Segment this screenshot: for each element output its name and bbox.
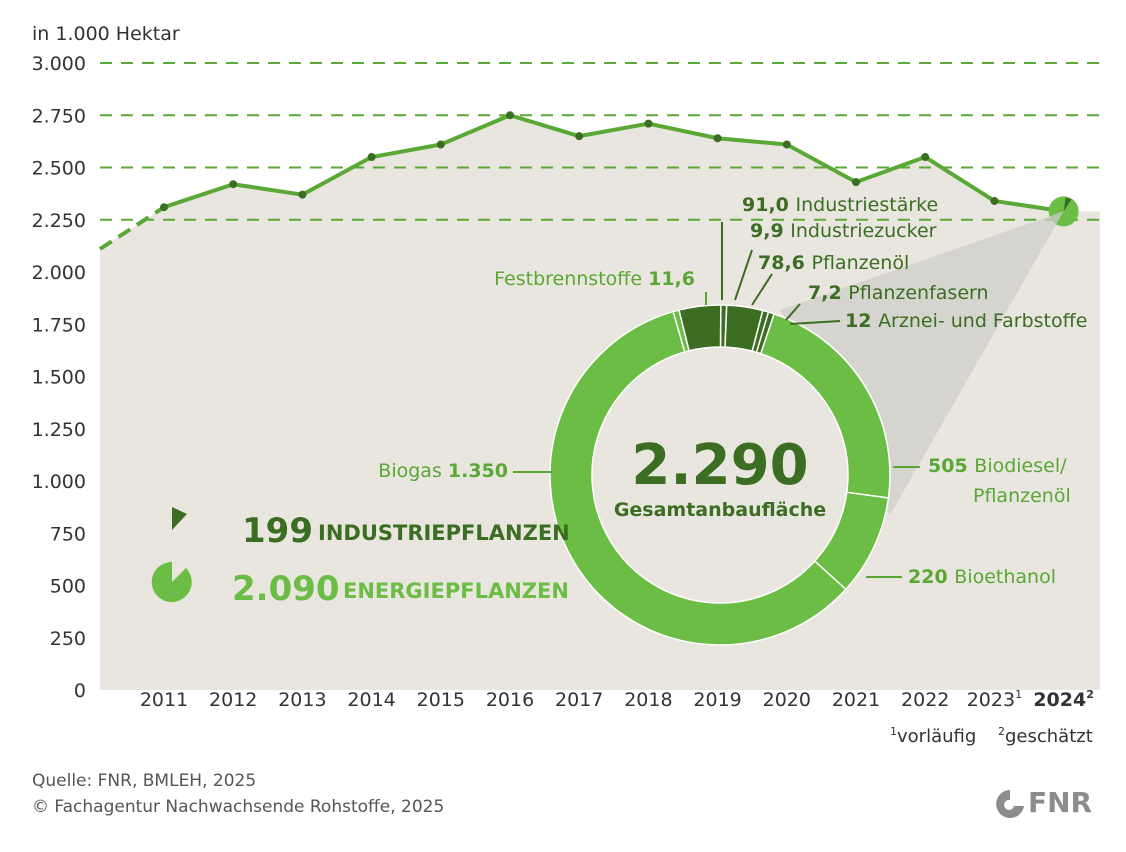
fnr-logo: FNR (996, 786, 1092, 819)
footnotes: 1vorläufig 2geschätzt (890, 725, 1093, 747)
energie-pie-icon (151, 561, 192, 602)
y-axis-unit-label: in 1.000 Hektar (32, 23, 180, 45)
x-tick-label: 2022 (901, 689, 949, 711)
footnote-2: 2geschätzt (998, 725, 1093, 747)
copyright-line: © Fachagentur Nachwachsende Rohstoffe, 2… (32, 797, 444, 817)
data-point (367, 153, 376, 162)
x-tick-label: 2020 (763, 689, 811, 711)
x-tick-label: 2021 (832, 689, 880, 711)
data-point-2024-wedge (1063, 197, 1072, 212)
source-line: Quelle: FNR, BMLEH, 2025 (32, 771, 256, 791)
y-tick-label: 2.000 (32, 262, 86, 284)
fnr-logo-text: FNR (1028, 786, 1092, 819)
leader-line (789, 320, 841, 325)
legend: 199 INDUSTRIEPFLANZEN 2.090 ENERGIEPFLAN… (151, 507, 570, 609)
footnote-2-mark: 2 (998, 725, 1005, 738)
donut-chart (549, 304, 891, 646)
y-tick-label: 1.250 (32, 419, 86, 441)
x-tick-label: 2014 (347, 689, 395, 711)
data-point (852, 178, 860, 187)
data-point (506, 111, 514, 120)
legend-industrie-value: 199 (242, 511, 313, 551)
data-point (713, 134, 722, 143)
donut-labels: 91,0 Industriestärke 9,9 Industriezucker 7… (378, 194, 1087, 588)
x-tick-label: 2017 (555, 689, 603, 711)
donut-slice (549, 310, 847, 646)
y-axis-ticks: 0 250 500 750 1.000 1.250 1.500 1.750 2.000 2.250… (32, 53, 86, 702)
data-point (644, 119, 653, 128)
x-tick-label: 20242 (1033, 688, 1094, 711)
x-tick-label: 2013 (278, 689, 326, 711)
y-tick-label: 0 (74, 680, 86, 702)
y-tick-label: 1.750 (32, 314, 86, 336)
data-point (990, 196, 999, 205)
slice-label: 91,0 Industriestärke (742, 194, 938, 216)
data-point (229, 180, 238, 189)
data-point (782, 140, 791, 149)
y-tick-label: 2.250 (32, 210, 86, 232)
legend-energie-label: ENERGIEPFLANZEN (343, 579, 569, 603)
leader-line (785, 303, 801, 321)
y-tick-label: 250 (50, 628, 86, 650)
x-tick-label: 20231 (967, 688, 1022, 711)
slice-label: 7,2 Pflanzenfasern (808, 282, 989, 304)
slice-label: 78,6 Pflanzenöl (758, 252, 909, 274)
data-point (298, 190, 307, 199)
leader-line (734, 249, 753, 301)
slice-label: 9,9 Industriezucker (750, 220, 937, 242)
data-point (575, 132, 584, 141)
leader-line (751, 273, 773, 306)
y-tick-label: 2.750 (32, 105, 86, 127)
x-tick-label: 2019 (693, 689, 741, 711)
legend-industrie-label: INDUSTRIEPFLANZEN (318, 521, 570, 545)
x-axis-ticks: 2011 2012 2013 2014 2015 2016 2017 2018 2019 2020… (140, 688, 1094, 711)
footnote-1: 1vorläufig (890, 725, 976, 747)
data-point (160, 203, 168, 212)
x-tick-label: 2015 (417, 689, 465, 711)
slice-label: 505 Biodiesel/Pflanzenöl (928, 455, 1071, 507)
industrie-pie-icon (172, 507, 187, 530)
data-point (436, 140, 445, 149)
y-tick-label: 1.000 (32, 471, 86, 493)
footnote-2-text: geschätzt (1005, 726, 1093, 747)
donut-total-value: 2.290 (631, 433, 808, 498)
footnote-1-text: vorläufig (897, 726, 976, 747)
slice-label: Biogas 1.350 (378, 460, 508, 482)
y-tick-label: 2.500 (32, 158, 86, 180)
donut-total-label: Gesamtanbaufläche (614, 499, 826, 521)
data-point (921, 153, 930, 162)
fnr-logo-mark-icon (996, 790, 1024, 818)
donut-slice (672, 309, 690, 353)
slice-label: Festbrennstoffe 11,6 (494, 268, 695, 290)
y-tick-label: 500 (50, 576, 86, 598)
x-tick-label: 2016 (486, 689, 534, 711)
x-tick-label: 2018 (624, 689, 672, 711)
y-tick-label: 1.500 (32, 367, 86, 389)
x-tick-label: 2011 (140, 689, 188, 711)
line-lead-in (98, 205, 166, 251)
legend-energie-value: 2.090 (232, 569, 340, 609)
slice-label: 12 Arznei- und Farbstoffe (845, 310, 1087, 332)
x-tick-label: 2012 (209, 689, 257, 711)
y-tick-label: 750 (50, 523, 86, 545)
slice-label: 220 Bioethanol (908, 566, 1056, 588)
y-tick-label: 3.000 (32, 53, 86, 75)
line-path (163, 113, 1064, 214)
footnote-1-mark: 1 (890, 725, 897, 738)
